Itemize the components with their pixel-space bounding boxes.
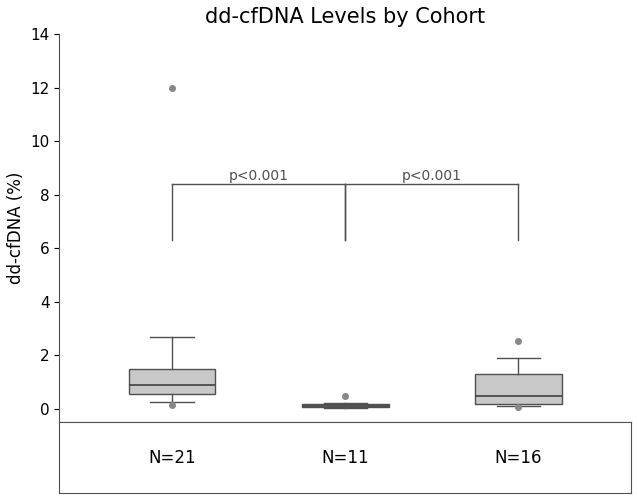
Y-axis label: dd-cfDNA (%): dd-cfDNA (%) bbox=[7, 172, 25, 284]
Text: p<0.001: p<0.001 bbox=[402, 168, 462, 182]
Title: dd-cfDNA Levels by Cohort: dd-cfDNA Levels by Cohort bbox=[205, 7, 486, 27]
Text: p<0.001: p<0.001 bbox=[228, 168, 288, 182]
Text: N=11: N=11 bbox=[322, 448, 369, 466]
PathPatch shape bbox=[475, 374, 562, 404]
Text: N=21: N=21 bbox=[148, 448, 196, 466]
PathPatch shape bbox=[129, 369, 216, 394]
PathPatch shape bbox=[302, 404, 389, 407]
Text: N=16: N=16 bbox=[494, 448, 542, 466]
